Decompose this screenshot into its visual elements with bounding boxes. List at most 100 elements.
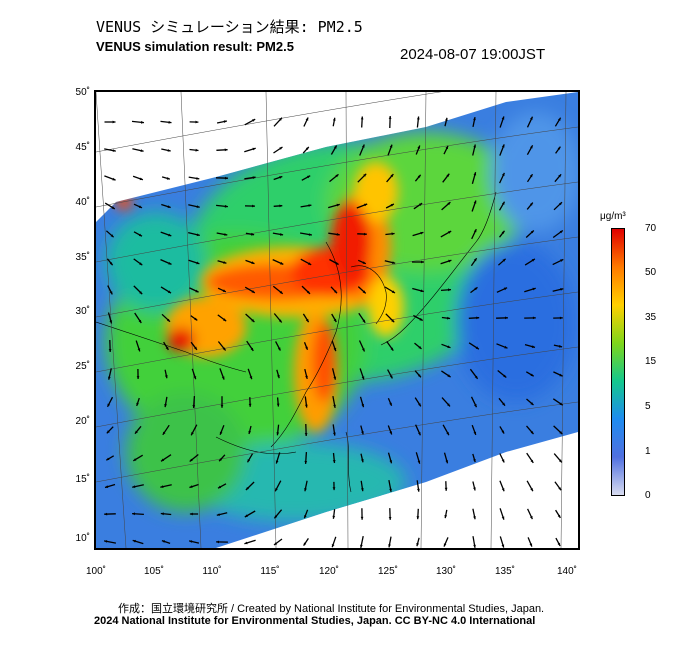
wind-arrow-head: [304, 488, 307, 492]
wind-arrow-head: [252, 119, 256, 122]
wind-arrow-head: [219, 458, 223, 462]
wind-arrow-head: [139, 177, 143, 181]
wind-arrow-head: [501, 201, 505, 205]
lat-label-25: 25˚: [75, 361, 90, 372]
wind-arrow-head: [332, 515, 336, 519]
wind-arrow-head: [530, 431, 534, 435]
lon-label-135: 135˚: [494, 566, 515, 577]
wind-arrow-head: [557, 146, 561, 150]
wind-arrow-head: [473, 200, 477, 204]
wind-arrow-head: [505, 316, 508, 320]
wind-arrow-head: [559, 202, 562, 206]
wind-arrow-head: [165, 346, 169, 350]
wind-arrow-head: [305, 404, 308, 408]
wind-arrow-head: [388, 544, 391, 548]
wind-arrow-head: [245, 487, 249, 490]
wind-arrow-head: [132, 539, 136, 543]
wind-arrow-head: [530, 116, 533, 120]
wind-arrow-head: [139, 291, 143, 295]
wind-arrow-head: [251, 319, 255, 322]
wind-arrow-head: [189, 458, 193, 462]
wind-arrow-head: [417, 374, 421, 378]
wind-arrow-head: [447, 403, 450, 407]
wind-arrow-head: [473, 117, 476, 121]
wind-arrow-head: [304, 433, 308, 436]
wind-arrow-head: [219, 431, 223, 435]
wind-arrow-head: [192, 405, 196, 408]
wind-arrow-head: [501, 144, 505, 148]
colorbar-tick-70: 70: [645, 223, 657, 234]
wind-arrow-head: [559, 230, 563, 234]
wind-arrow-head: [391, 232, 395, 236]
pm25-map: [96, 92, 578, 548]
wind-arrow-head: [279, 290, 283, 294]
wind-arrow-head: [361, 144, 365, 148]
wind-arrow-head: [473, 516, 476, 520]
wind-arrow-head: [167, 290, 171, 294]
wind-arrow-head: [196, 205, 200, 208]
wind-arrow-head: [474, 404, 477, 408]
wind-arrow-head: [475, 346, 479, 350]
wind-arrow-head: [195, 120, 199, 124]
wind-arrow-head: [530, 459, 534, 463]
wind-arrow-head: [252, 147, 256, 151]
wind-arrow-head: [389, 402, 392, 406]
wind-arrow-head: [104, 512, 108, 516]
wind-arrow-head: [333, 432, 336, 436]
wind-arrow-head: [279, 117, 282, 121]
wind-arrow-head: [307, 175, 311, 179]
wind-arrow-head: [305, 146, 309, 150]
wind-arrow-head: [244, 514, 248, 517]
license-line: 2024 National Institute for Environmenta…: [94, 615, 536, 627]
wind-arrow-head: [530, 373, 534, 377]
wind-arrow-head: [473, 258, 477, 262]
wind-arrow-head: [558, 174, 562, 178]
wind-arrow-head: [388, 116, 392, 119]
wind-arrow-head: [557, 514, 561, 518]
wind-arrow-head: [559, 431, 563, 435]
wind-arrow-head: [445, 145, 448, 150]
wind-arrow-head: [250, 347, 254, 351]
wind-arrow-head: [333, 347, 337, 352]
wind-arrow-head: [106, 457, 110, 461]
wind-arrow-head: [252, 204, 255, 208]
wind-arrow-head: [501, 544, 505, 548]
wind-arrow-head: [557, 117, 561, 121]
wind-arrow-head: [332, 117, 336, 121]
wind-arrow-head: [417, 488, 420, 492]
wind-arrow-head: [139, 262, 143, 266]
wind-arrow-head: [137, 348, 141, 352]
wind-arrow-head: [501, 459, 505, 463]
wind-arrow-head: [132, 512, 135, 516]
wind-arrow-head: [417, 174, 421, 178]
wind-arrow-head: [193, 376, 197, 380]
wind-arrow-head: [136, 402, 139, 406]
wind-arrow-head: [361, 459, 364, 463]
wind-arrow-head: [194, 317, 198, 321]
wind-arrow-head: [160, 512, 164, 516]
wind-arrow-head: [418, 432, 421, 436]
wind-arrow-head: [474, 287, 478, 291]
wind-arrow-head: [362, 348, 365, 352]
wind-arrow-head: [364, 203, 368, 207]
wind-arrow-head: [473, 487, 476, 491]
wind-arrow-head: [274, 515, 278, 519]
wind-arrow-head: [305, 375, 308, 379]
wind-vectors: [103, 115, 564, 548]
wind-arrow-head: [529, 515, 533, 520]
wind-arrow-head: [443, 543, 447, 547]
wind-arrow-head: [473, 229, 477, 233]
wind-arrow-head: [104, 540, 108, 543]
wind-arrow-head: [361, 488, 364, 492]
wind-arrow-head: [501, 116, 505, 120]
wind-arrow-head: [168, 120, 172, 124]
wind-arrow-head: [276, 432, 280, 436]
wind-arrow-head: [196, 261, 200, 265]
wind-arrow-head: [225, 176, 228, 180]
wind-arrow-head: [558, 344, 563, 348]
wind-arrow-head: [333, 318, 337, 322]
colorbar-unit: μg/m³: [600, 211, 626, 222]
wind-arrow-head: [363, 232, 367, 236]
wind-arrow-head: [223, 318, 227, 322]
wind-arrow-head: [140, 149, 144, 152]
